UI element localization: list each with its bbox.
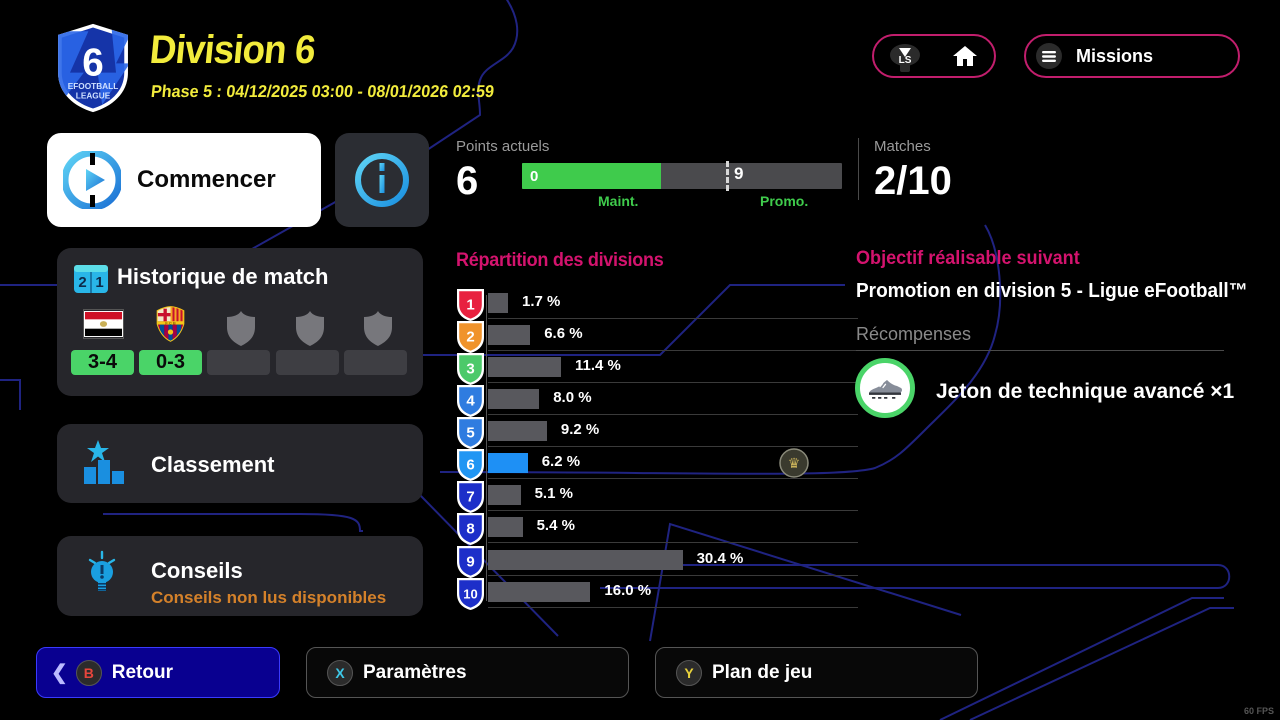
svg-text:7: 7	[466, 489, 474, 506]
svg-text:2: 2	[78, 274, 86, 291]
svg-text:8: 8	[466, 521, 474, 538]
svg-text:6: 6	[82, 41, 103, 84]
svg-text:10: 10	[463, 586, 477, 601]
svg-text:LEAGUE: LEAGUE	[76, 91, 111, 100]
svg-text:4: 4	[466, 393, 475, 410]
svg-text:3: 3	[466, 361, 474, 378]
svg-text:♛: ♛	[788, 455, 801, 471]
svg-text:F C B: F C B	[165, 320, 176, 325]
svg-text:1: 1	[466, 297, 474, 314]
svg-text:1: 1	[95, 274, 103, 291]
svg-text:2: 2	[466, 329, 474, 346]
svg-text:9: 9	[466, 553, 474, 570]
svg-text:LS: LS	[899, 55, 912, 66]
svg-text:5: 5	[466, 425, 474, 442]
svg-text:6: 6	[466, 457, 474, 474]
svg-text:EFOOTBALL: EFOOTBALL	[68, 82, 119, 91]
